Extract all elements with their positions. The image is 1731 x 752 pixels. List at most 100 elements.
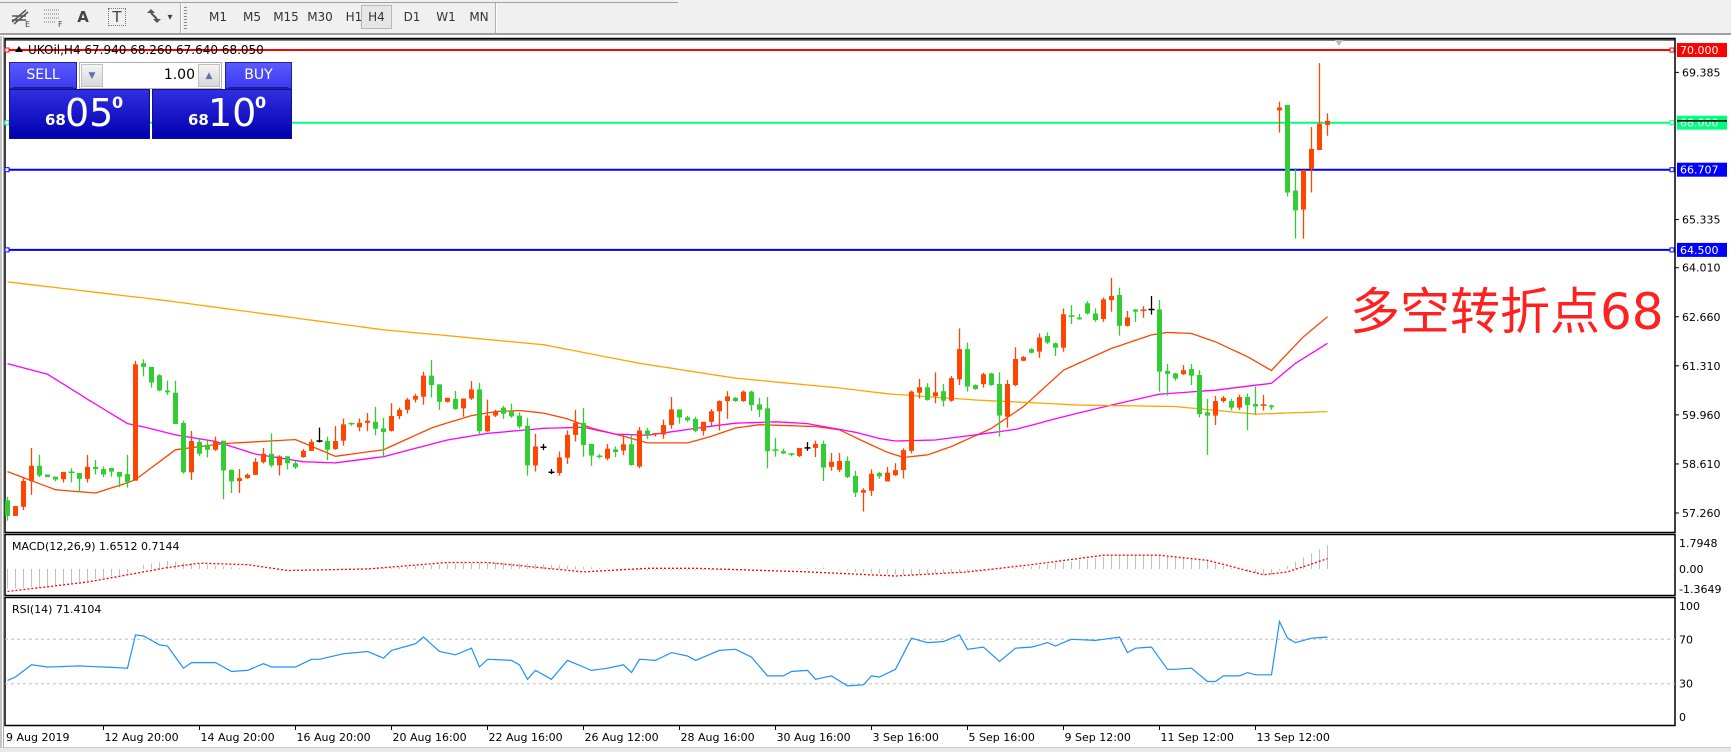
candle-body	[1133, 309, 1138, 312]
candle-body	[1325, 120, 1330, 125]
text-label-tool[interactable]: T	[104, 5, 130, 29]
candle-body	[197, 441, 202, 454]
candle-body	[709, 411, 714, 422]
level-handle-right	[1669, 167, 1675, 173]
time-tick-label: 26 Aug 12:00	[585, 731, 659, 744]
candle-body	[133, 364, 138, 481]
fibonacci-fan-tool[interactable]: F	[38, 5, 68, 29]
candle-body	[1277, 107, 1282, 111]
candle-body	[917, 387, 922, 393]
candle-body	[685, 417, 690, 421]
macd-tick-label: 0.00	[1679, 563, 1704, 576]
text-tool[interactable]: A	[70, 5, 96, 29]
candle-body	[701, 421, 706, 431]
candle-body	[21, 481, 26, 507]
sell-button[interactable]: SELL	[9, 62, 77, 89]
lot-size-field[interactable]: ▼ 1.00 ▲	[79, 62, 222, 89]
candle-body	[1109, 296, 1114, 301]
candle-body	[525, 425, 530, 466]
candle-body	[1189, 369, 1194, 376]
candle-body	[973, 385, 978, 390]
timeframe-h1[interactable]: H1	[345, 10, 363, 24]
buy-price-box[interactable]: 68 10 0	[152, 89, 292, 139]
candle-body	[237, 478, 242, 482]
candle-body	[877, 473, 882, 477]
lot-decrease-button[interactable]: ▼	[81, 64, 103, 87]
status-bar-edge	[0, 747, 1731, 752]
time-tick-label: 9 Aug 2019	[6, 731, 69, 744]
level-handle-left	[4, 167, 10, 173]
lot-size-input[interactable]: 1.00	[163, 67, 195, 83]
candle-body	[821, 443, 826, 468]
moving-average-ma-fast	[7, 316, 1328, 494]
buy-button[interactable]: BUY	[225, 62, 292, 89]
price-tick-label: 64.010	[1682, 262, 1721, 275]
chart-shift-marker-icon[interactable]	[1335, 40, 1343, 46]
arrows-tool-dropdown[interactable]: ▾	[138, 5, 178, 29]
candle-body	[293, 463, 298, 468]
candle-body	[269, 453, 274, 466]
candle-body	[605, 448, 610, 459]
candle-body	[1013, 358, 1018, 386]
level-handle-right	[1669, 47, 1675, 53]
buy-price-big: 10	[208, 91, 257, 135]
timeframe-m15[interactable]: M15	[273, 10, 299, 24]
timeframe-m1[interactable]: M1	[209, 10, 227, 24]
chevron-down-icon: ▾	[167, 11, 173, 23]
candle-body	[1181, 370, 1186, 375]
sell-label: SELL	[13, 63, 73, 88]
candle-body	[101, 469, 106, 475]
candle-body	[149, 366, 154, 383]
timeframe-d1[interactable]: D1	[403, 10, 421, 24]
toolbar-grip[interactable]	[184, 7, 187, 29]
time-tick-label: 3 Sep 16:00	[873, 731, 939, 744]
collapse-triangle-icon[interactable]	[15, 46, 23, 52]
toolbar-separator	[495, 3, 497, 33]
timeframe-m30[interactable]: M30	[307, 10, 333, 24]
lot-increase-button[interactable]: ▲	[198, 64, 220, 87]
timeframe-w1[interactable]: W1	[436, 10, 456, 24]
timeframe-m5[interactable]: M5	[243, 10, 261, 24]
candle-body	[53, 476, 58, 480]
candle-body	[285, 456, 290, 464]
level-price-label: 64.500	[1680, 244, 1719, 257]
candle-body	[1165, 370, 1170, 374]
rsi-label: RSI(14) 71.4104	[12, 603, 101, 616]
candle-body	[1301, 169, 1306, 210]
level-price-badge	[1677, 115, 1727, 130]
timeframe-mn[interactable]: MN	[469, 10, 489, 24]
candle-body	[589, 443, 594, 456]
candle-body	[1221, 397, 1226, 402]
candle-body	[277, 456, 282, 466]
arrows-tool-icon	[147, 9, 162, 23]
rsi-tick-label: 0	[1679, 711, 1686, 724]
buy-price-sup: 0	[255, 93, 267, 112]
candle-body	[1197, 374, 1202, 415]
candle-body	[77, 473, 82, 479]
candle-body	[429, 375, 434, 386]
timeframe-h4[interactable]: H4	[361, 5, 392, 29]
candle-body	[1005, 383, 1010, 417]
candle-body	[341, 424, 346, 441]
time-tick-label: 13 Sep 12:00	[1257, 731, 1330, 744]
level-price-badge	[1677, 242, 1727, 257]
fibonacci-expansion-tool[interactable]: E	[6, 5, 36, 29]
candle-body	[245, 474, 250, 479]
candle-body	[357, 422, 362, 428]
candle-body	[989, 373, 994, 386]
candle-body	[1053, 343, 1058, 348]
candle-body	[885, 472, 890, 482]
candle-body	[29, 465, 34, 482]
candle-body	[1037, 337, 1042, 352]
candle-body	[533, 446, 538, 466]
candle-body	[453, 398, 458, 410]
candle-body	[693, 418, 698, 431]
candle-body	[397, 409, 402, 416]
text-label-icon: T	[108, 8, 126, 26]
sell-price-box[interactable]: 68 05 0	[9, 89, 150, 139]
candle-body	[381, 428, 386, 432]
price-tick-label: 61.310	[1682, 360, 1721, 373]
price-tick-label: 59.960	[1682, 409, 1721, 422]
macd-panel-frame	[4, 533, 1676, 597]
